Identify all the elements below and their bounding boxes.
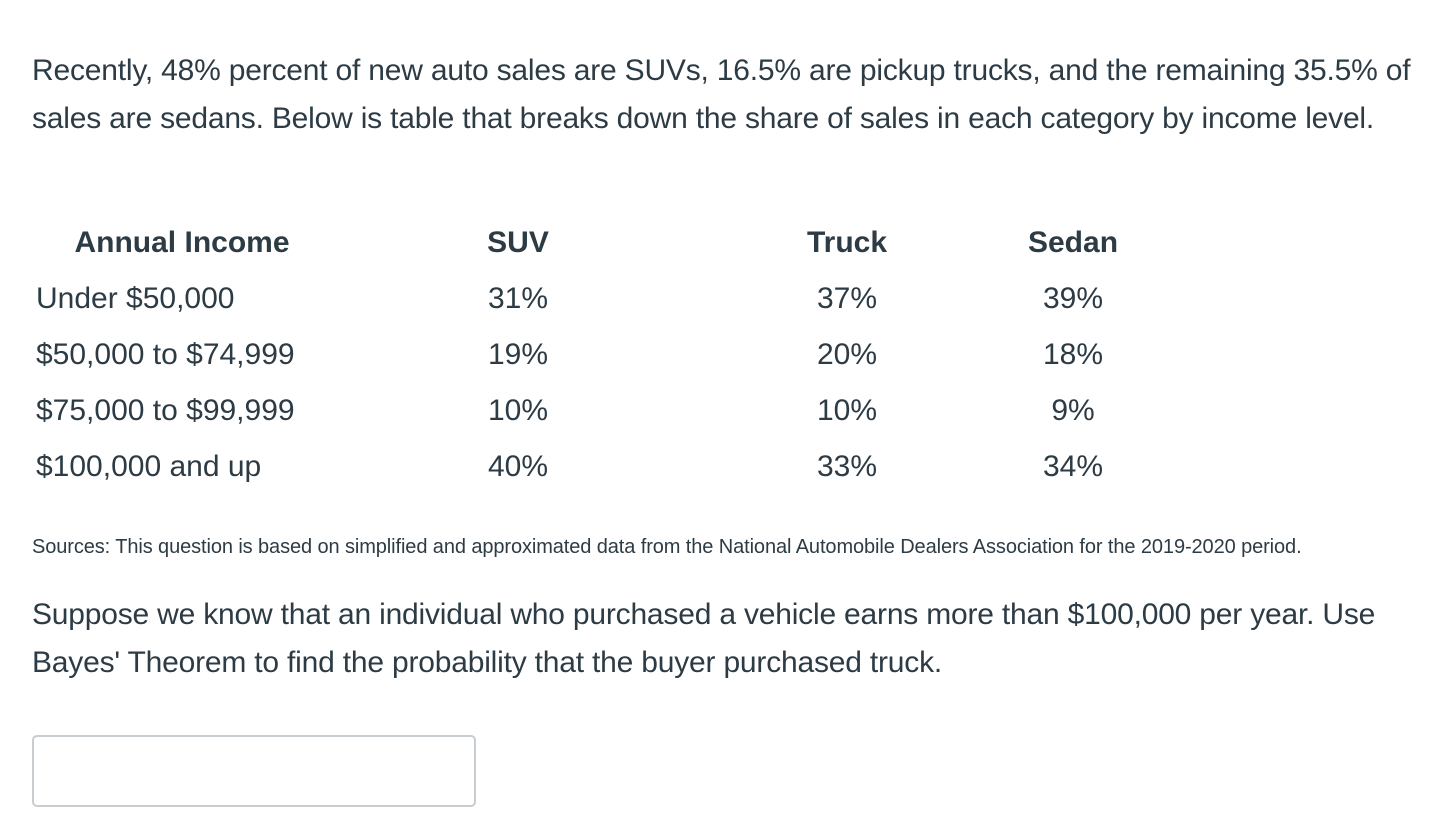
truck-cell: 33% bbox=[816, 450, 878, 483]
truck-cell: 37% bbox=[816, 282, 878, 315]
table-row: $75,000 to $99,999 10% 10% 9% bbox=[30, 383, 1154, 439]
truck-cell: 20% bbox=[816, 338, 878, 371]
income-cell: Under $50,000 bbox=[36, 282, 235, 315]
table-row: $50,000 to $74,999 19% 20% 18% bbox=[30, 327, 1154, 383]
header-annual-income: Annual Income bbox=[74, 226, 290, 259]
income-cell: $75,000 to $99,999 bbox=[36, 394, 295, 427]
truck-cell: 10% bbox=[816, 394, 878, 427]
header-suv: SUV bbox=[487, 226, 549, 259]
income-cell: $100,000 and up bbox=[36, 450, 262, 483]
sedan-cell: 9% bbox=[1051, 394, 1095, 427]
sources-note: Sources: This question is based on simpl… bbox=[32, 536, 1302, 558]
suv-cell: 40% bbox=[487, 450, 549, 483]
sedan-cell: 34% bbox=[1042, 450, 1104, 483]
suv-cell: 31% bbox=[487, 282, 549, 315]
table-row: $100,000 and up 40% 33% 34% bbox=[30, 439, 1154, 495]
table-row: Under $50,000 31% 37% 39% bbox=[30, 271, 1154, 327]
header-sedan: Sedan bbox=[1027, 226, 1119, 259]
sedan-cell: 18% bbox=[1042, 338, 1104, 371]
problem-intro: Recently, 48% percent of new auto sales … bbox=[32, 54, 1411, 135]
table-header-row: Annual Income SUV Truck Sedan bbox=[30, 215, 1154, 271]
header-truck: Truck bbox=[806, 226, 888, 259]
sedan-cell: 39% bbox=[1042, 282, 1104, 315]
question-text: Suppose we know that an individual who p… bbox=[32, 598, 1376, 679]
suv-cell: 19% bbox=[487, 338, 549, 371]
answer-input[interactable] bbox=[32, 735, 476, 807]
sales-by-income-table: Annual Income SUV Truck Sedan Under $50,… bbox=[30, 215, 1154, 495]
income-cell: $50,000 to $74,999 bbox=[36, 338, 295, 371]
suv-cell: 10% bbox=[487, 394, 549, 427]
